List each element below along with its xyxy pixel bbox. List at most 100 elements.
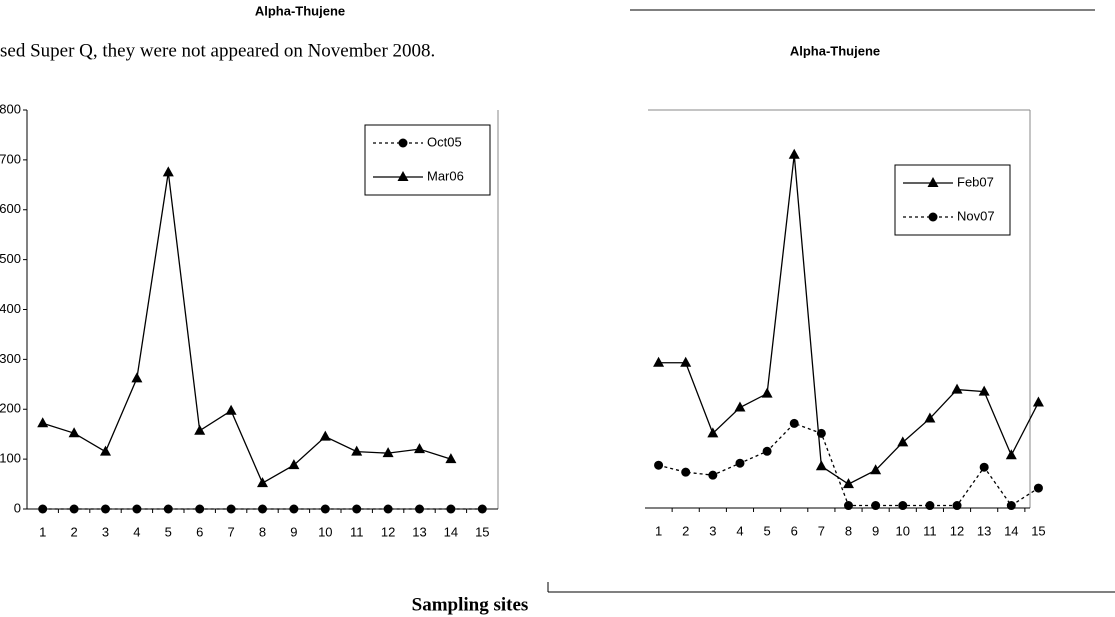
marker	[979, 462, 989, 472]
marker	[445, 453, 457, 464]
x-tick-label: 8	[845, 523, 852, 538]
legend-marker	[927, 177, 939, 187]
legend-box	[364, 124, 491, 196]
marker	[352, 504, 362, 514]
x-tick-label: 6	[196, 524, 203, 539]
x-tick-label: 8	[259, 524, 266, 539]
x-tick-label: 4	[736, 523, 743, 538]
marker	[101, 504, 110, 514]
x-tick-label: 4	[133, 524, 140, 539]
body-text: sed Super Q, they were not appeared on N…	[0, 40, 435, 61]
marker	[257, 477, 268, 488]
marker	[761, 387, 773, 398]
x-axis-caption: Sampling sites	[412, 594, 529, 615]
marker	[680, 356, 692, 367]
x-tick-label: 13	[977, 523, 991, 538]
x-tick-label: 12	[950, 523, 964, 538]
x-tick-label: 3	[102, 524, 109, 539]
marker	[288, 459, 300, 470]
x-tick-label: 1	[655, 523, 662, 538]
x-tick-label: 9	[290, 524, 297, 539]
marker	[924, 412, 936, 423]
marker	[1032, 396, 1044, 407]
x-tick-label: 12	[381, 524, 395, 539]
marker	[870, 464, 882, 475]
x-tick-label: 7	[227, 524, 234, 539]
marker	[162, 166, 174, 177]
x-tick-label: 9	[872, 523, 879, 538]
marker	[816, 428, 826, 438]
marker	[844, 501, 853, 511]
legend-marker	[397, 171, 409, 181]
y-tick-label: 800	[0, 101, 21, 116]
marker	[258, 504, 267, 514]
marker	[163, 504, 173, 514]
marker	[383, 504, 393, 514]
marker	[100, 445, 111, 456]
y-tick-label: 700	[0, 151, 21, 166]
marker	[898, 501, 908, 511]
marker	[68, 427, 80, 438]
marker	[131, 372, 143, 383]
y-tick-label: 400	[0, 301, 21, 316]
y-tick-label: 200	[0, 401, 21, 416]
chart-title: Alpha-Thujene	[790, 43, 880, 58]
y-tick-label: 300	[0, 351, 21, 366]
marker	[38, 504, 48, 514]
y-tick-label: 100	[0, 451, 21, 466]
x-tick-label: 14	[1004, 523, 1018, 538]
legend-label: Nov07	[957, 208, 995, 223]
marker	[37, 417, 49, 428]
marker	[789, 418, 799, 428]
marker	[654, 460, 664, 470]
marker	[925, 501, 935, 511]
marker	[1005, 449, 1017, 460]
x-tick-label: 15	[1031, 523, 1045, 538]
x-tick-label: 5	[763, 523, 770, 538]
y-tick-label: 500	[0, 251, 21, 266]
marker	[735, 458, 745, 468]
x-tick-label: 11	[923, 523, 937, 538]
marker	[1006, 501, 1016, 511]
marker	[226, 504, 236, 514]
marker	[951, 383, 963, 394]
legend-box	[894, 164, 1011, 236]
marker	[477, 504, 487, 514]
marker	[843, 478, 854, 489]
marker	[320, 504, 330, 514]
marker	[69, 504, 79, 514]
marker	[289, 504, 299, 514]
y-tick-label: 600	[0, 201, 21, 216]
marker	[1033, 483, 1043, 493]
x-tick-label: 7	[818, 523, 825, 538]
legend-marker	[928, 212, 938, 222]
marker	[653, 356, 665, 367]
legend-label: Feb07	[957, 174, 994, 189]
marker	[414, 443, 425, 454]
marker	[871, 501, 881, 511]
x-tick-label: 5	[165, 524, 172, 539]
marker	[708, 470, 718, 480]
x-tick-label: 1	[39, 524, 46, 539]
marker	[815, 460, 827, 471]
x-tick-label: 15	[475, 524, 489, 539]
x-tick-label: 2	[70, 524, 77, 539]
marker	[194, 424, 206, 435]
x-tick-label: 10	[318, 524, 332, 539]
chart-title: Alpha-Thujene	[255, 3, 345, 18]
x-tick-label: 13	[412, 524, 426, 539]
x-tick-label: 14	[444, 524, 458, 539]
x-tick-label: 3	[709, 523, 716, 538]
legend-label: Oct05	[427, 134, 462, 149]
marker	[415, 504, 424, 514]
marker	[681, 467, 691, 477]
marker	[762, 446, 772, 456]
marker	[382, 447, 394, 458]
x-tick-label: 6	[791, 523, 798, 538]
x-tick-label: 2	[682, 523, 689, 538]
marker	[707, 427, 719, 438]
marker	[788, 148, 800, 159]
marker	[978, 385, 990, 396]
